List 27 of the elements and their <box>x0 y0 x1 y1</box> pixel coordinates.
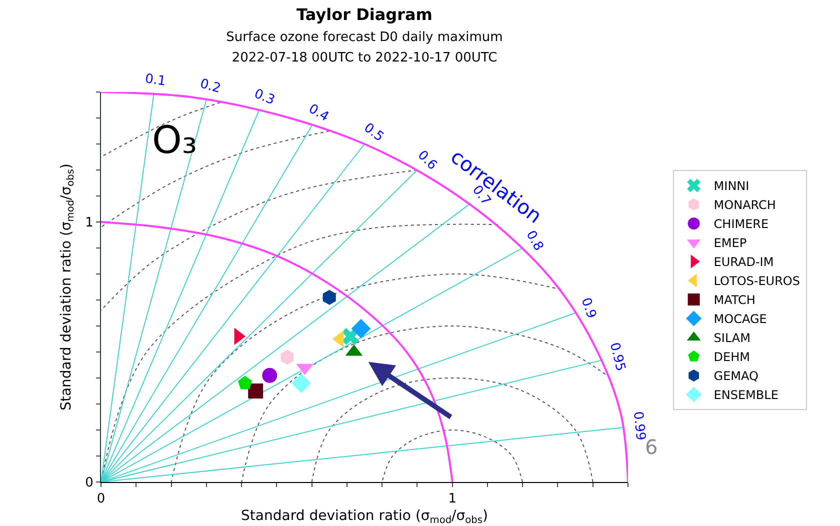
legend-label: EURAD-IM <box>714 255 774 270</box>
annotation: 0.99 <box>630 410 648 442</box>
legend-label: LOTOS-EUROS <box>714 274 800 288</box>
legend-label: MATCH <box>714 293 756 308</box>
annotation: 0.3 <box>252 86 277 108</box>
legend-label: MINNI <box>714 179 750 194</box>
annotation: O₃ <box>152 118 198 162</box>
x-axis-title: Standard deviation ratio (σ$_{mod}$/σ$_{obs}$) <box>241 508 488 526</box>
legend-label: SILAM <box>714 331 750 346</box>
annotation: 0.1 <box>144 72 167 90</box>
text: 6 <box>645 435 658 459</box>
annotation: 0.4 <box>306 102 332 125</box>
legend-label: DEHM <box>714 350 750 364</box>
annotation: 0.2 <box>198 76 222 97</box>
legend-label: CHIMERE <box>714 217 769 232</box>
legend-label: ENSEMBLE <box>714 388 778 402</box>
annotation: 0.5 <box>360 120 386 146</box>
annotation: 0.8 <box>522 228 546 254</box>
annotation: 0.9 <box>578 296 599 320</box>
legend-label: EMEP <box>714 236 747 250</box>
chart-subtitle: Surface ozone forecast D0 daily maximum 2022-07-18 00UTC to 2022-10-17 00UTC <box>226 30 503 66</box>
annotation: 0.95 <box>606 341 628 373</box>
legend-label: MONARCH <box>714 198 776 212</box>
annotation: 0.6 <box>414 148 440 174</box>
legend-label: MOCAGE <box>714 312 767 326</box>
chart-title: Taylor Diagram <box>296 4 432 24</box>
legend-label: GEMAQ <box>714 369 758 384</box>
